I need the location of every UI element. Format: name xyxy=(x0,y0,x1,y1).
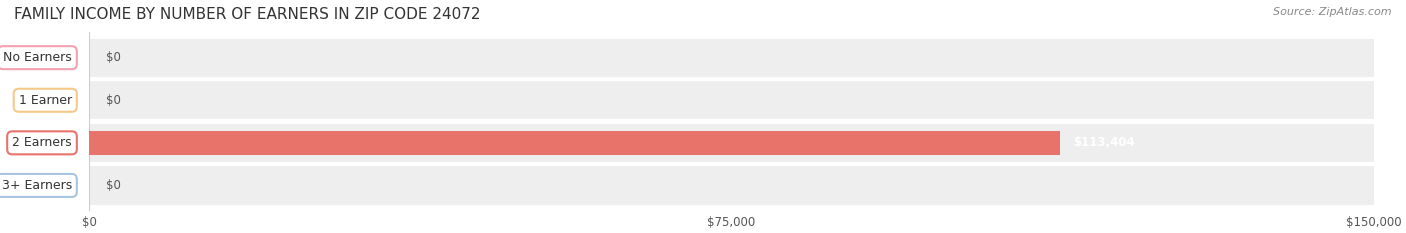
Text: $0: $0 xyxy=(105,179,121,192)
Bar xyxy=(89,38,1374,77)
Text: 1 Earner: 1 Earner xyxy=(18,94,72,107)
Text: 3+ Earners: 3+ Earners xyxy=(1,179,72,192)
Text: $0: $0 xyxy=(105,94,121,107)
Bar xyxy=(89,166,1374,205)
Bar xyxy=(89,131,1060,154)
Text: $113,404: $113,404 xyxy=(1073,136,1135,149)
Bar xyxy=(89,124,1374,162)
Text: 2 Earners: 2 Earners xyxy=(13,136,72,149)
Text: Source: ZipAtlas.com: Source: ZipAtlas.com xyxy=(1274,7,1392,17)
Text: $0: $0 xyxy=(105,51,121,64)
Text: No Earners: No Earners xyxy=(3,51,72,64)
Text: FAMILY INCOME BY NUMBER OF EARNERS IN ZIP CODE 24072: FAMILY INCOME BY NUMBER OF EARNERS IN ZI… xyxy=(14,7,481,22)
Bar xyxy=(89,81,1374,120)
